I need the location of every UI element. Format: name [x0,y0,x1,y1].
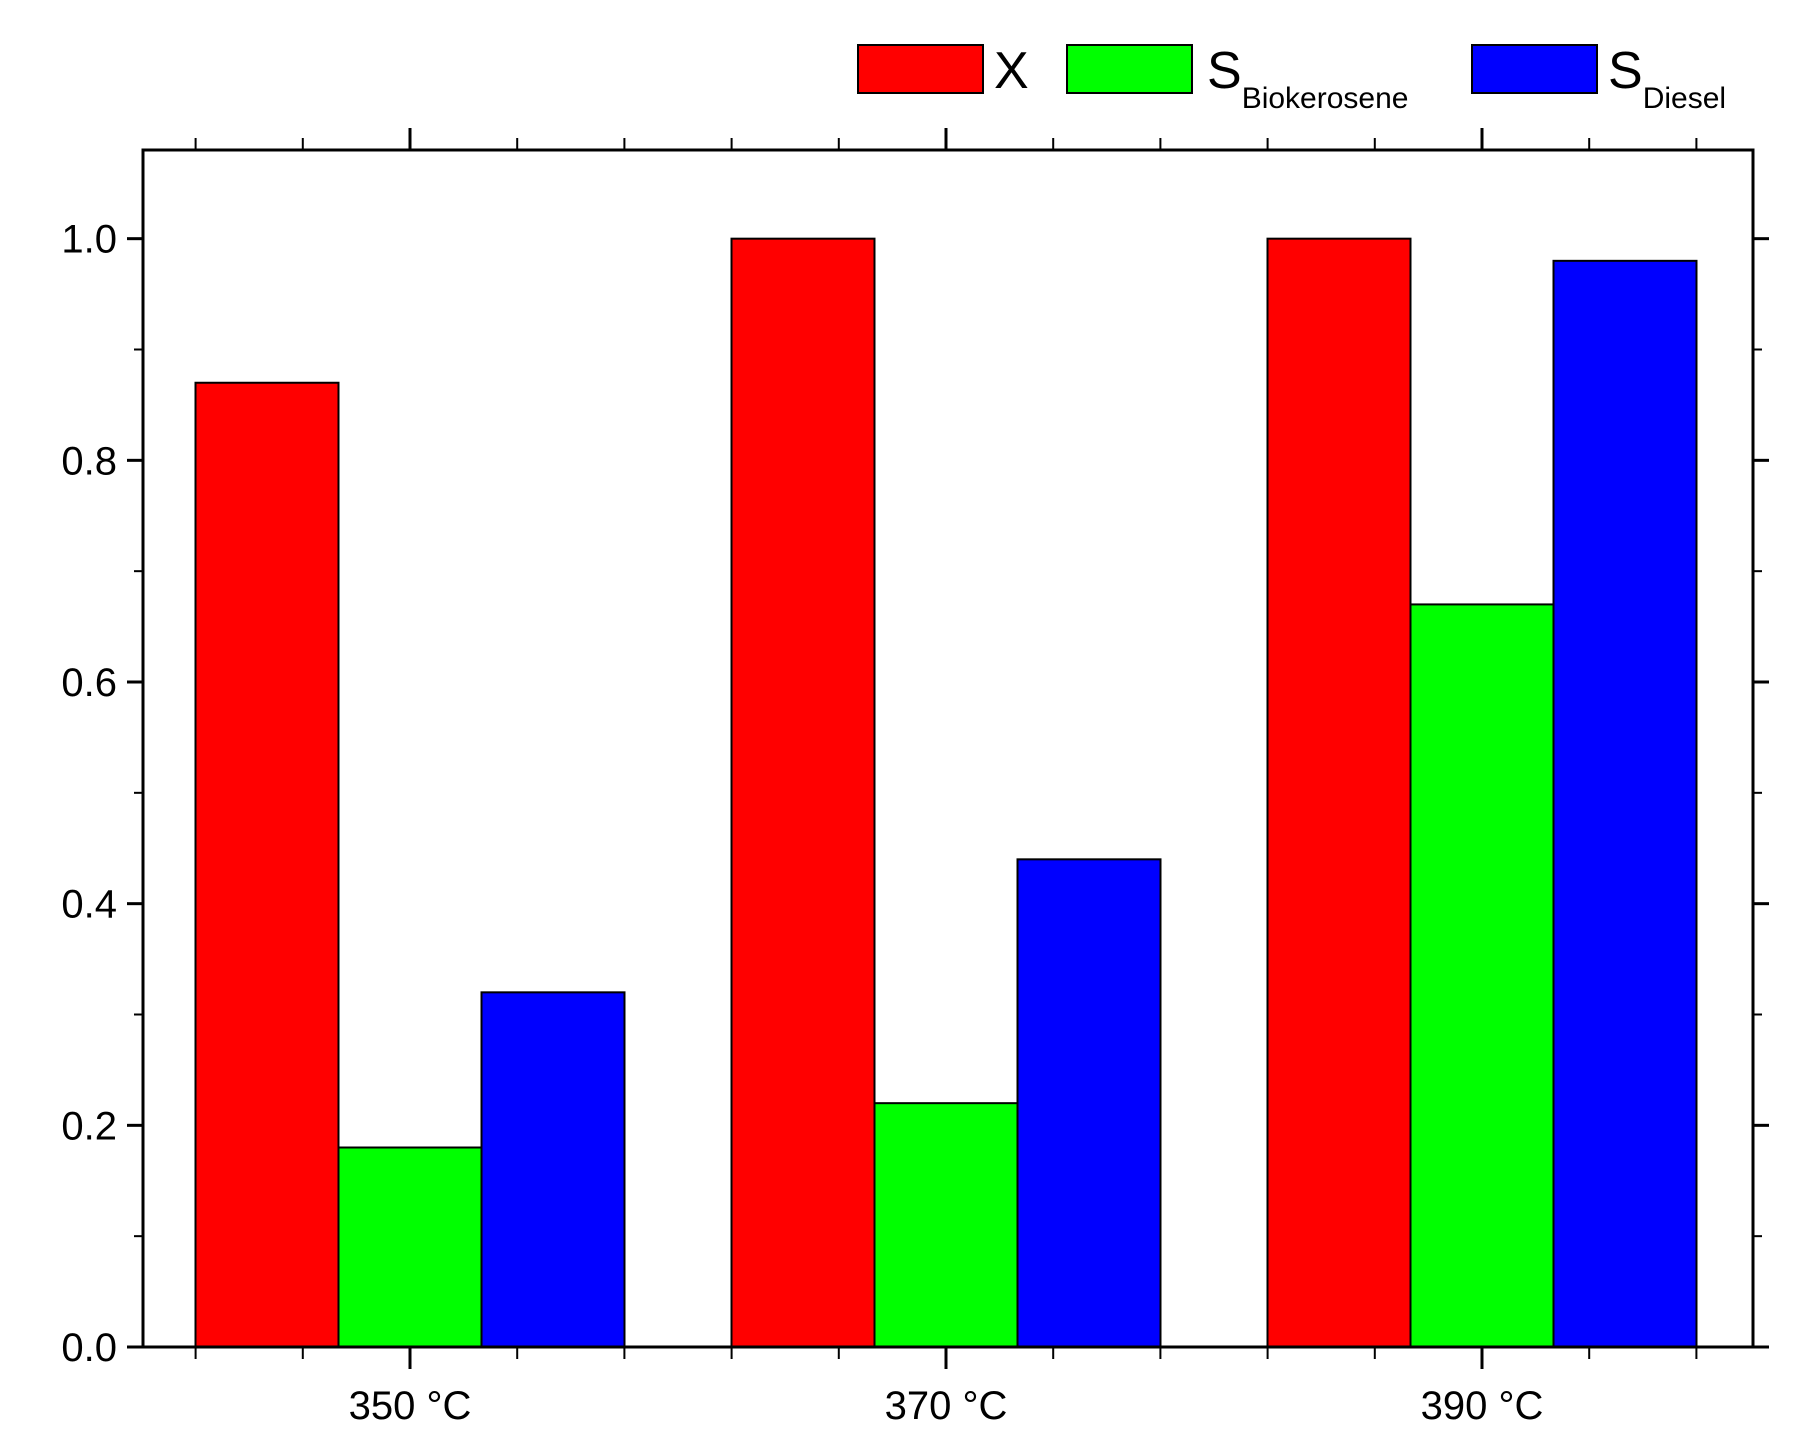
y-tick-label: 0.2 [61,1104,117,1148]
legend-label: SBiokerosene [1207,42,1408,115]
legend-label-subscript: Biokerosene [1242,82,1409,115]
plot-frame [141,148,1755,1349]
y-tick-label: 0.6 [61,661,117,705]
bar-2-3 [1409,603,1555,1348]
legend-item-2: SBiokerosene [1066,42,1408,115]
tick-labels: 0.0 0.2 0.4 0.6 0.8 1.0 350 °C 370 °C 390 °C [61,218,1543,1428]
x-tick-label: 390 °C [1421,1384,1544,1428]
x-tick-label: 350 °C [349,1384,472,1428]
bar-2-2 [873,1102,1019,1348]
bar-3-2 [1016,858,1162,1348]
bar-1-1 [194,381,340,1348]
y-tick-label: 0.0 [61,1326,117,1370]
axes [141,148,1755,1349]
x-tick-label: 370 °C [885,1384,1008,1428]
legend-swatch [857,44,984,94]
y-tick-label: 0.8 [61,439,117,483]
bar-1-3 [1266,237,1412,1349]
bar-1-2 [730,237,876,1349]
y-tick-label: 0.4 [61,883,117,927]
bar-3-1 [480,991,626,1348]
y-tick-label: 1.0 [61,218,117,262]
legend-label: SDiesel [1608,42,1726,115]
bar-3-3 [1552,259,1698,1348]
legend-label: X [994,42,1029,100]
legend-swatch [1066,44,1193,94]
legend-item-1: X [857,42,1029,100]
legend-label-subscript: Diesel [1643,82,1726,115]
legend-swatch [1471,44,1598,94]
bars [194,237,1698,1349]
ticks [127,128,1769,1369]
legend: X SBiokerosene SDiesel [857,42,1726,115]
bar-2-1 [337,1146,483,1348]
legend-item-3: SDiesel [1471,42,1726,115]
